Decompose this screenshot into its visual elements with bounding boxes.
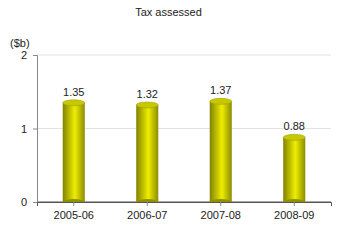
bar-bottom: [136, 199, 158, 202]
x-axis-line: [38, 203, 332, 207]
y-tick-mark: [33, 55, 37, 56]
y-tick-label: 2: [21, 49, 27, 61]
x-tick: 2007-08: [201, 202, 241, 221]
grid-line: [37, 55, 331, 56]
x-tick-mark: [147, 202, 148, 206]
x-tick-mark: [220, 202, 221, 206]
bar-top: [283, 134, 305, 140]
bar-bottom: [283, 199, 305, 202]
x-tick-label: 2007-08: [201, 209, 241, 221]
data-label: 1.35: [63, 86, 84, 98]
x-tick-label: 2005-06: [54, 209, 94, 221]
bar-top: [63, 100, 85, 106]
data-label: 1.37: [210, 84, 231, 96]
bar: [136, 105, 158, 202]
data-labels: 1.35 1.32 1.37 0.88: [63, 84, 305, 132]
x-tick: 2006-07: [127, 202, 167, 221]
y-tick: 2: [21, 49, 37, 61]
bar-bottom: [63, 199, 85, 202]
x-tick-mark: [294, 202, 295, 206]
data-label: 1.32: [137, 88, 158, 100]
y-axis-line: [33, 56, 38, 203]
y-tick-label: 0: [21, 196, 27, 208]
data-label: 0.88: [284, 120, 305, 132]
y-tick: 0: [21, 196, 37, 208]
y-tick-label: 1: [21, 123, 27, 135]
bar: [63, 103, 85, 202]
y-axis-label: ($b): [10, 37, 30, 49]
chart: Tax assessed ($b) 0 1 2 2005-06 2006-07 2007-08…: [0, 0, 337, 235]
y-tick-mark: [33, 129, 37, 130]
x-tick-label: 2008-09: [274, 209, 314, 221]
bar: [283, 137, 305, 202]
y-axis: 0 1 2: [21, 49, 38, 208]
bar-bottom: [210, 199, 232, 202]
x-tick-mark: [73, 202, 74, 206]
bars: [63, 98, 306, 202]
x-axis: 2005-06 2006-07 2007-08 2008-09: [38, 202, 332, 221]
grid: [37, 55, 331, 202]
bar: [210, 101, 232, 202]
title: Tax assessed: [135, 6, 202, 18]
x-tick: 2005-06: [54, 202, 94, 221]
bar-top: [136, 102, 158, 108]
x-tick-label: 2006-07: [127, 209, 167, 221]
y-tick: 1: [21, 123, 37, 135]
bar-top: [210, 98, 232, 104]
x-tick: 2008-09: [274, 202, 314, 221]
plot: 0122005-062006-072007-082008-091.351.321…: [21, 49, 332, 221]
y-tick-mark: [33, 202, 37, 203]
